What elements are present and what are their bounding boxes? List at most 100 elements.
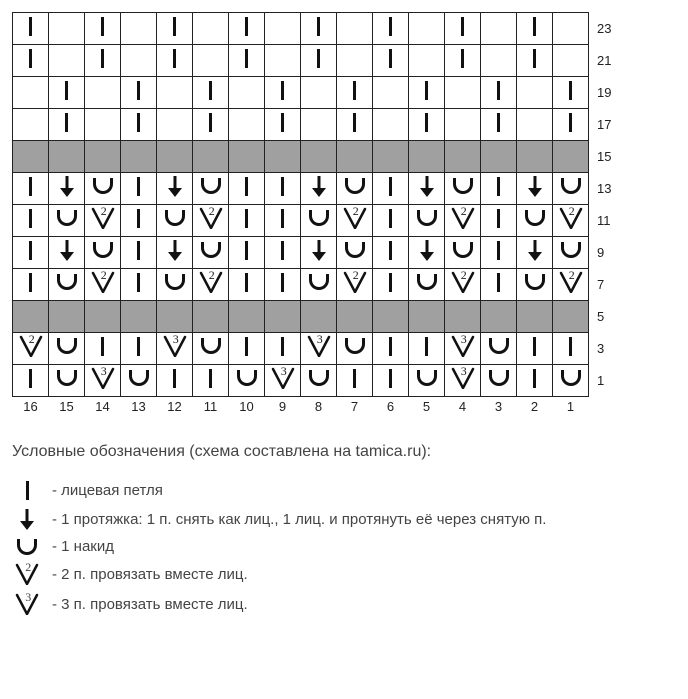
chart-cell	[481, 173, 517, 205]
col-label: 16	[13, 397, 49, 422]
knit-symbol	[389, 49, 392, 68]
row-label: 11	[589, 205, 628, 237]
chart-cell	[481, 205, 517, 237]
chart-cell	[553, 333, 589, 365]
arrow-down-symbol	[60, 175, 74, 197]
chart-cell	[193, 109, 229, 141]
chart-cell	[121, 333, 157, 365]
chart-cell	[409, 13, 445, 45]
chart-cell	[193, 365, 229, 397]
knit-symbol	[425, 113, 428, 132]
col-label: 9	[265, 397, 301, 422]
chart-cell	[517, 301, 553, 333]
chart-cell	[229, 173, 265, 205]
chart-cell	[157, 237, 193, 269]
knit-symbol	[317, 49, 320, 68]
chart-cell	[85, 237, 121, 269]
chart-cell	[85, 109, 121, 141]
chart-cell	[481, 141, 517, 173]
knit-symbol	[65, 113, 68, 132]
chart-cell	[337, 13, 373, 45]
chart-cell	[301, 141, 337, 173]
k2tog-symbol: 2	[19, 335, 43, 357]
chart-cell	[49, 13, 85, 45]
yarnover-symbol	[201, 338, 221, 354]
chart-cell	[121, 237, 157, 269]
chart-cell	[409, 109, 445, 141]
chart-cell	[121, 45, 157, 77]
knit-symbol	[497, 209, 500, 228]
yarnover-symbol	[489, 338, 509, 354]
chart-cell	[265, 205, 301, 237]
chart-cell	[445, 237, 481, 269]
knit-symbol	[137, 209, 140, 228]
chart-cell	[301, 173, 337, 205]
chart-cell	[13, 141, 49, 173]
chart-cell	[13, 173, 49, 205]
knit-symbol	[209, 81, 212, 100]
chart-cell	[229, 365, 265, 397]
yarnover-symbol	[165, 274, 185, 290]
chart-cell	[337, 333, 373, 365]
chart-cell	[445, 109, 481, 141]
chart-cell	[553, 301, 589, 333]
knit-symbol	[245, 17, 248, 36]
arrow-down-symbol	[60, 239, 74, 261]
row-label: 9	[589, 237, 628, 269]
chart-cell	[121, 77, 157, 109]
legend-item: - 1 накид	[12, 538, 676, 555]
chart-cell	[301, 269, 337, 301]
chart-cell: 3	[445, 333, 481, 365]
chart-cell	[229, 205, 265, 237]
chart-cell	[409, 269, 445, 301]
knit-symbol	[533, 337, 536, 356]
chart-cell: 3	[157, 333, 193, 365]
col-label: 3	[481, 397, 517, 422]
chart-cell	[85, 333, 121, 365]
chart-cell	[373, 13, 409, 45]
chart-cell	[49, 237, 85, 269]
knit-symbol	[29, 241, 32, 260]
knit-symbol	[533, 17, 536, 36]
chart-cell: 2	[337, 205, 373, 237]
knit-symbol	[389, 177, 392, 196]
col-label: 2	[517, 397, 553, 422]
yarnover-symbol	[57, 370, 77, 386]
knit-symbol	[209, 369, 212, 388]
knit-symbol	[29, 17, 32, 36]
chart-cell	[517, 333, 553, 365]
knit-symbol	[425, 337, 428, 356]
knit-symbol	[173, 49, 176, 68]
k2tog-symbol: 2	[451, 271, 475, 293]
chart-cell	[409, 301, 445, 333]
chart-cell: 3	[301, 333, 337, 365]
knit-symbol	[497, 177, 500, 196]
chart-cell	[85, 77, 121, 109]
col-label: 14	[85, 397, 121, 422]
knit-symbol	[569, 113, 572, 132]
chart-cell	[409, 141, 445, 173]
chart-cell: 2	[553, 205, 589, 237]
k2tog-symbol: 2	[91, 271, 115, 293]
arrow-down-symbol	[420, 175, 434, 197]
chart-cell	[481, 269, 517, 301]
k2tog-symbol: 2	[15, 563, 39, 585]
chart-cell	[121, 205, 157, 237]
chart-cell	[373, 365, 409, 397]
chart-cell	[229, 333, 265, 365]
chart-cell	[409, 237, 445, 269]
knit-symbol	[101, 17, 104, 36]
knit-symbol	[461, 49, 464, 68]
chart-cell	[121, 173, 157, 205]
chart-cell	[301, 365, 337, 397]
arrow-down-symbol	[312, 175, 326, 197]
chart-cell	[193, 13, 229, 45]
legend-item: 3- 3 п. провязать вместе лиц.	[12, 593, 676, 615]
chart-cell	[49, 109, 85, 141]
chart-cell	[193, 301, 229, 333]
k2tog-symbol: 2	[451, 207, 475, 229]
chart-cell	[373, 205, 409, 237]
knit-symbol	[533, 369, 536, 388]
k3tog-symbol: 3	[91, 367, 115, 389]
chart-cell: 3	[445, 365, 481, 397]
